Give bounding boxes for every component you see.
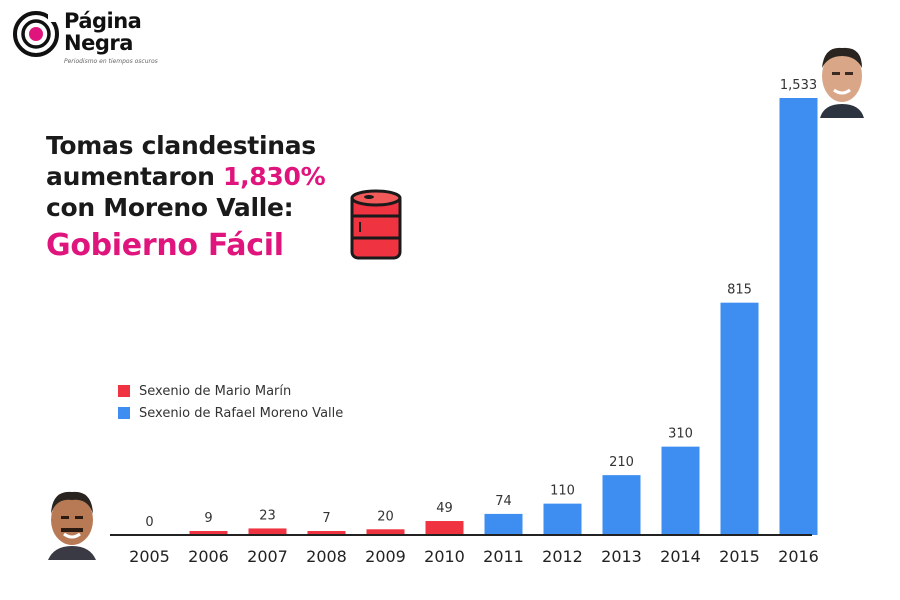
legend-label-moreno-valle: Sexenio de Rafael Moreno Valle [139,405,344,421]
legend-label-marin: Sexenio de Mario Marín [139,383,292,399]
data-label-2011: 74 [495,494,512,509]
bar-2013 [602,475,641,535]
data-label-2012: 110 [550,484,575,499]
headline-line2-text: aumentaron [46,162,223,191]
brand-name-line1: Página [64,9,142,33]
headline-line4: Gobierno Fácil [46,228,284,263]
bar-2014 [661,446,700,535]
headline-line3: con Moreno Valle: [46,193,294,222]
data-label-2007: 23 [259,508,276,523]
legend-item-moreno-valle: Sexenio de Rafael Moreno Valle [118,402,343,424]
x-tick-label-2005: 2005 [129,547,170,566]
politician-portrait-top-icon [820,47,864,118]
oil-barrel-icon [350,189,402,260]
bar-2007 [248,528,287,535]
politician-portrait-bottom-icon [48,491,96,560]
data-label-2016: 1,533 [780,78,817,93]
headline-percent: 1,830% [223,162,326,191]
x-tick-label-2009: 2009 [365,547,406,566]
data-label-2015: 815 [727,283,752,298]
bar-2008 [307,531,346,535]
data-label-2005: 0 [145,515,153,530]
data-label-2006: 9 [204,511,212,526]
brand-tagline: Periodismo en tiempos oscuros [64,58,158,65]
x-tick-label-2013: 2013 [601,547,642,566]
x-tick-label-2010: 2010 [424,547,465,566]
x-tick-label-2016: 2016 [778,547,819,566]
x-tick-label-2011: 2011 [483,547,524,566]
bar-2009 [366,529,405,535]
data-label-2008: 7 [322,511,330,526]
headline: Tomas clandestinas aumentaron 1,830% con… [46,130,346,269]
x-tick-label-2012: 2012 [542,547,583,566]
headline-line1: Tomas clandestinas [46,131,316,160]
x-tick-label-2014: 2014 [660,547,701,566]
brand-name-line2: Negra [64,31,133,55]
bar-2016 [779,98,818,535]
x-tick-label-2008: 2008 [306,547,347,566]
brand-name: Página Negra [64,9,142,55]
data-label-2013: 210 [609,455,634,470]
brand-logo: Página Negra Periodismo en tiempos oscur… [12,10,172,72]
legend-swatch-moreno-valle [118,407,130,419]
x-tick-label-2015: 2015 [719,547,760,566]
data-label-2014: 310 [668,427,693,442]
bar-2011 [484,513,523,535]
bar-2010 [425,521,464,535]
bar-2015 [720,302,759,535]
legend-swatch-marin [118,385,130,397]
chart-legend: Sexenio de Mario Marín Sexenio de Rafael… [118,380,343,424]
headline-line2: aumentaron 1,830% [46,161,346,192]
logo-mark-icon [13,11,60,57]
bar-2012 [543,503,582,535]
data-label-2010: 49 [436,501,453,516]
legend-item-marin: Sexenio de Mario Marín [118,380,343,402]
x-tick-label-2007: 2007 [247,547,288,566]
x-tick-label-2006: 2006 [188,547,229,566]
data-label-2009: 20 [377,509,394,524]
bar-2006 [189,531,228,535]
